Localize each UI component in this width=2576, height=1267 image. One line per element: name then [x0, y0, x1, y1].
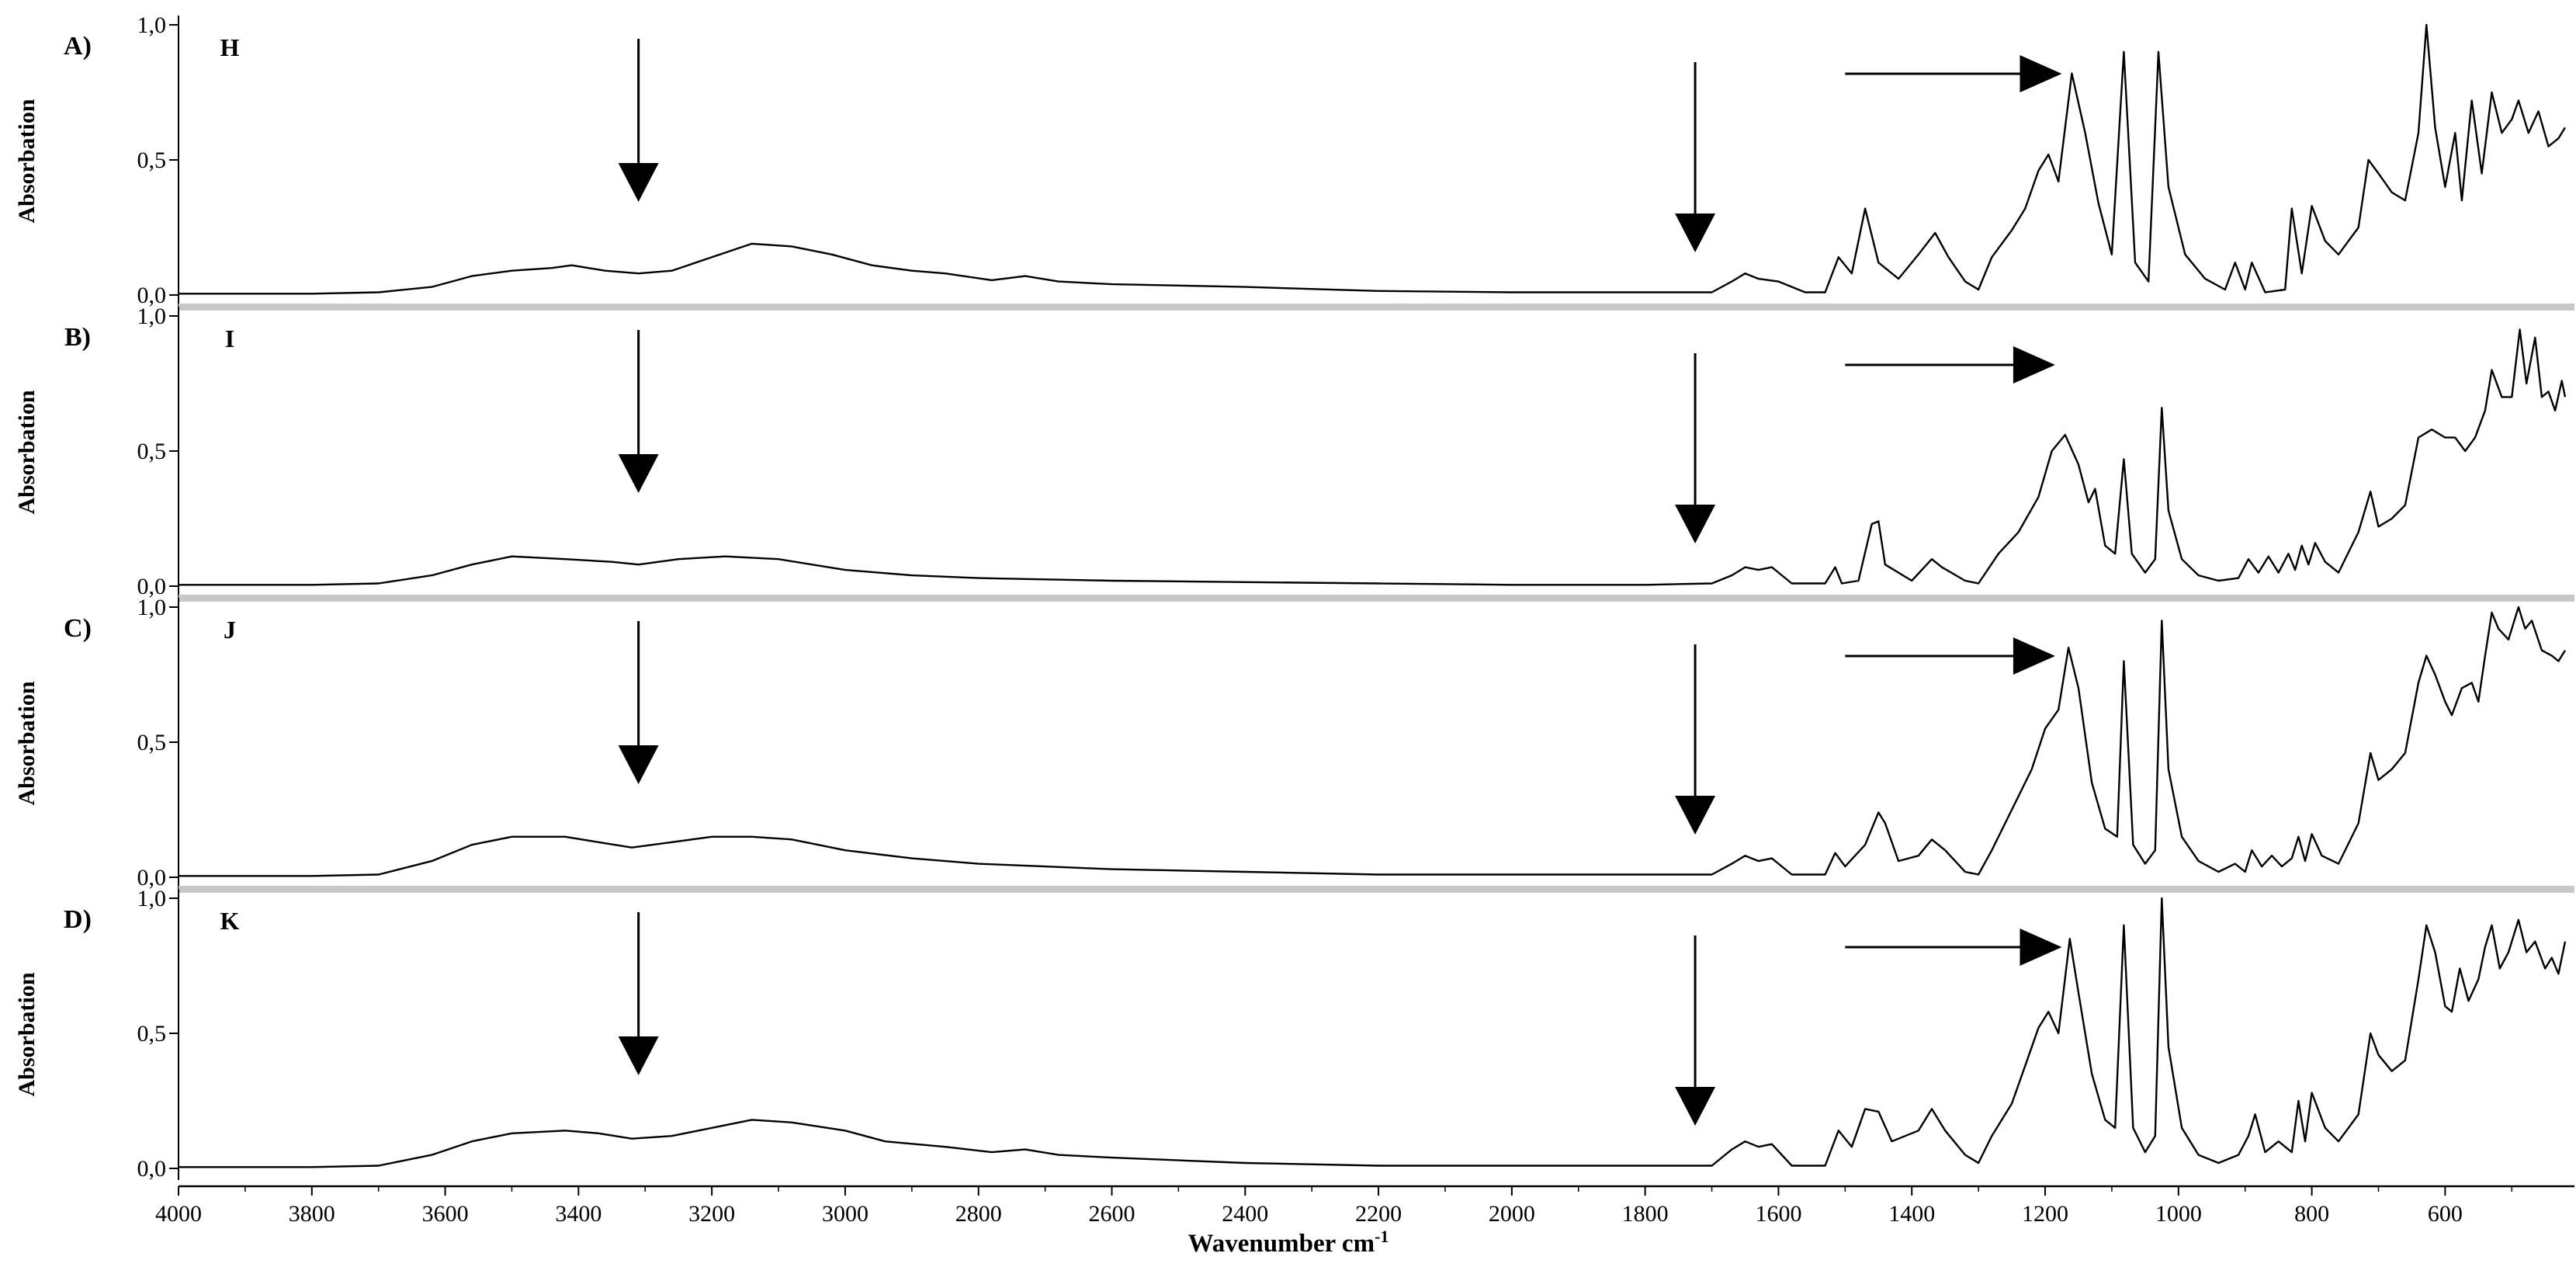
y-tick-label: 0,5 [137, 148, 167, 173]
y-tick-label: 0,0 [137, 574, 167, 599]
sample-label: J [224, 616, 236, 644]
right-arrow-head [2020, 55, 2062, 92]
y-tick-label: 0,5 [137, 1021, 167, 1047]
sample-label: K [220, 907, 240, 935]
y-axis-label: Absorbation [14, 972, 40, 1096]
panel-letter: C) [64, 614, 92, 643]
x-tick-label: 3000 [822, 1201, 868, 1227]
panel-letter: A) [64, 32, 92, 61]
right-arrow-head [2020, 929, 2062, 966]
x-tick-label: 800 [2294, 1201, 2329, 1227]
y-tick-label: 1,0 [137, 12, 167, 38]
y-tick-label: 0,0 [137, 865, 167, 890]
y-tick-label: 1,0 [137, 595, 167, 620]
down-arrow-head [1675, 1087, 1716, 1126]
spectrum-panel-2: 0,0 0,5 1,0 Absorbation C) J [14, 595, 2574, 893]
y-axis-label: Absorbation [14, 681, 40, 805]
down-arrow-head [1675, 505, 1716, 543]
down-arrow-head [618, 1036, 659, 1075]
x-tick-label: 2200 [1355, 1201, 1402, 1227]
panel-separator [179, 304, 2574, 311]
spectrum-line [179, 23, 2567, 295]
spectrum-panel-1: 0,0 0,5 1,0 Absorbation B) I [14, 304, 2574, 602]
right-arrow-head [2013, 346, 2055, 384]
y-tick-label: 1,0 [137, 886, 167, 911]
y-tick-label: 0,5 [137, 730, 167, 755]
panel-letter: B) [64, 323, 91, 352]
right-arrow-head [2013, 637, 2055, 675]
x-tick-label: 1200 [2022, 1201, 2068, 1227]
x-axis-label-text: Wavenumber cm [1188, 1230, 1375, 1258]
x-axis-label: Wavenumber cm-1 [1188, 1227, 1389, 1258]
down-arrow-head [618, 454, 659, 493]
sample-label: H [220, 33, 240, 61]
x-tick-label: 1600 [1755, 1201, 1801, 1227]
down-arrow-head [618, 163, 659, 202]
x-tick-label: 600 [2428, 1201, 2463, 1227]
x-tick-label: 3600 [422, 1201, 469, 1227]
y-tick-label: 0,5 [137, 439, 167, 464]
down-arrow-head [618, 745, 659, 784]
sample-label: I [225, 325, 234, 352]
x-tick-label: 2400 [1222, 1201, 1268, 1227]
x-tick-label: 4000 [155, 1201, 202, 1227]
x-tick-label: 1400 [1888, 1201, 1935, 1227]
spectrum-line [179, 897, 2567, 1168]
x-axis: 4000 3800 3600 3400 3200 3000 2800 2600 2400 2200… [155, 1185, 2574, 1227]
x-tick-label: 3800 [289, 1201, 335, 1227]
y-axis-label: Absorbation [14, 99, 40, 223]
y-axis-label: Absorbation [14, 390, 40, 514]
y-tick-label: 0,0 [137, 283, 167, 308]
x-tick-label: 3400 [555, 1201, 602, 1227]
x-tick-label: 2800 [955, 1201, 1002, 1227]
y-tick-label: 1,0 [137, 304, 167, 329]
panel-separator [179, 886, 2574, 893]
down-arrow-head [1675, 796, 1716, 835]
spectrum-panel-0: 0,0 0,5 1,0 Absorbation A) H [14, 12, 2574, 311]
x-tick-label: 1000 [2155, 1201, 2202, 1227]
spectrum-panel-3: 0,0 0,5 1,0 Absorbation D) K [14, 886, 2567, 1182]
spectrum-line [179, 328, 2567, 586]
x-tick-label: 1800 [1622, 1201, 1669, 1227]
spectrum-line [179, 606, 2567, 877]
x-axis-label-superscript: -1 [1375, 1227, 1389, 1246]
x-tick-label: 2000 [1489, 1201, 1535, 1227]
down-arrow-head [1675, 213, 1716, 252]
y-tick-label: 0,0 [137, 1156, 167, 1182]
x-tick-label: 2600 [1089, 1201, 1135, 1227]
panel-separator [179, 595, 2574, 602]
x-tick-label: 3200 [688, 1201, 735, 1227]
panel-letter: D) [64, 905, 92, 934]
